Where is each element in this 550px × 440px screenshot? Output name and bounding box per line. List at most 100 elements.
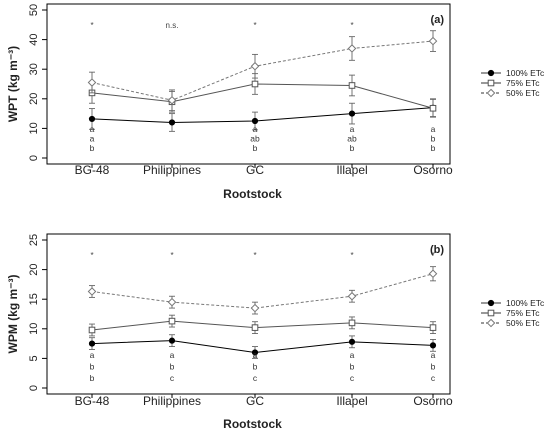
data-point (88, 115, 96, 123)
x-tick-label: Illapel (336, 394, 367, 408)
letter-label: a (431, 350, 436, 360)
significance-label: * (90, 21, 93, 30)
letter-label: a (350, 350, 355, 360)
x-tick-label: Philippines (143, 394, 201, 408)
letter-label: ab (250, 134, 260, 144)
y-tick-label: 10 (28, 323, 40, 335)
legend-marker (486, 88, 496, 98)
legend-marker (487, 309, 495, 317)
data-point (428, 269, 438, 279)
data-point (348, 110, 356, 117)
significance-label: * (253, 251, 256, 260)
x-tick-label: Osorno (413, 394, 453, 408)
x-tick-label: Philippines (143, 163, 201, 177)
y-tick-label: 20 (28, 93, 40, 105)
letter-label: a (90, 350, 95, 360)
y-tick-label: 40 (28, 33, 40, 45)
letter-label: a (170, 350, 175, 360)
significance-label: * (170, 251, 173, 260)
letter-label: a (253, 350, 258, 360)
panel-label: (b) (430, 244, 444, 256)
data-point (251, 324, 259, 331)
data-point (167, 297, 177, 307)
letter-label: b (170, 362, 175, 372)
y-tick-label: 25 (28, 234, 40, 246)
significance-label: * (90, 251, 93, 260)
significance-label: * (350, 251, 353, 260)
data-point (168, 337, 176, 344)
data-point (348, 338, 356, 345)
y-tick-label: 5 (28, 355, 40, 361)
letter-label: a (90, 134, 95, 144)
letter-label: b (253, 362, 258, 372)
legend-entry: 100% ETc (506, 298, 545, 308)
plot-frame (46, 233, 451, 395)
letter-label: c (253, 373, 258, 383)
x-tick-label: BG-48 (75, 394, 110, 408)
x-axis-label: Rootstock (223, 187, 282, 201)
data-point (347, 291, 357, 301)
series-line-2 (91, 40, 434, 101)
y-tick-label: 50 (28, 4, 40, 16)
letter-label: b (431, 362, 436, 372)
letter-label: b (431, 143, 436, 153)
letter-label: b (90, 362, 95, 372)
x-axis-label: Rootstock (223, 417, 282, 431)
series-line-1 (91, 320, 434, 331)
data-point (88, 340, 96, 347)
letter-label: b (350, 362, 355, 372)
y-tick-label: 15 (28, 293, 40, 305)
y-tick-label: 30 (28, 63, 40, 75)
x-tick-label: Osorno (413, 163, 453, 177)
data-point (251, 349, 259, 356)
y-tick-label: 0 (28, 385, 40, 391)
significance-label: * (431, 21, 434, 30)
y-axis-label: WPM (kg m⁻³) (6, 275, 20, 354)
letter-label: c (350, 373, 355, 383)
legend-entry: 100% ETc (506, 68, 545, 78)
letter-label: b (431, 134, 436, 144)
legend-entry: 75% ETc (506, 78, 540, 88)
letter-label: a (431, 124, 436, 134)
y-tick-label: 20 (28, 263, 40, 275)
data-point (429, 324, 437, 331)
data-point (348, 319, 356, 327)
series-line-1 (91, 83, 434, 109)
panel-label: (a) (431, 14, 445, 26)
data-point (429, 342, 437, 349)
legend-marker (487, 79, 495, 87)
data-point (168, 119, 176, 126)
data-point (88, 326, 96, 334)
letter-label: c (170, 373, 175, 383)
data-point (251, 80, 259, 88)
data-point (250, 61, 260, 71)
x-tick-label: BG-48 (75, 163, 110, 177)
data-point (167, 95, 177, 105)
x-tick-label: GC (246, 394, 264, 408)
plot-frame (46, 3, 451, 165)
data-point (348, 82, 356, 89)
chart-panel-b: 0 5 10 15 20 25 BG-48 Philippines GC Illapel Osorn… (6, 233, 545, 431)
letter-label: c (431, 373, 436, 383)
significance-label: * (253, 21, 256, 30)
legend-entry: 75% ETc (506, 308, 540, 318)
legend-marker (487, 69, 495, 77)
letter-label: ab (347, 134, 357, 144)
letter-label: b (350, 143, 355, 153)
series-line-0 (91, 107, 434, 123)
data-point (428, 36, 438, 46)
legend-entry: 50% ETc (506, 88, 540, 98)
legend-marker (486, 318, 496, 328)
y-tick-label: 10 (28, 122, 40, 134)
letter-label: b (253, 143, 258, 153)
data-point (347, 44, 357, 53)
data-point (251, 117, 259, 125)
data-point (168, 317, 176, 325)
data-point (429, 104, 437, 112)
series-line-0 (91, 340, 434, 353)
y-tick-label: 0 (28, 155, 40, 161)
legend-marker (487, 299, 495, 307)
